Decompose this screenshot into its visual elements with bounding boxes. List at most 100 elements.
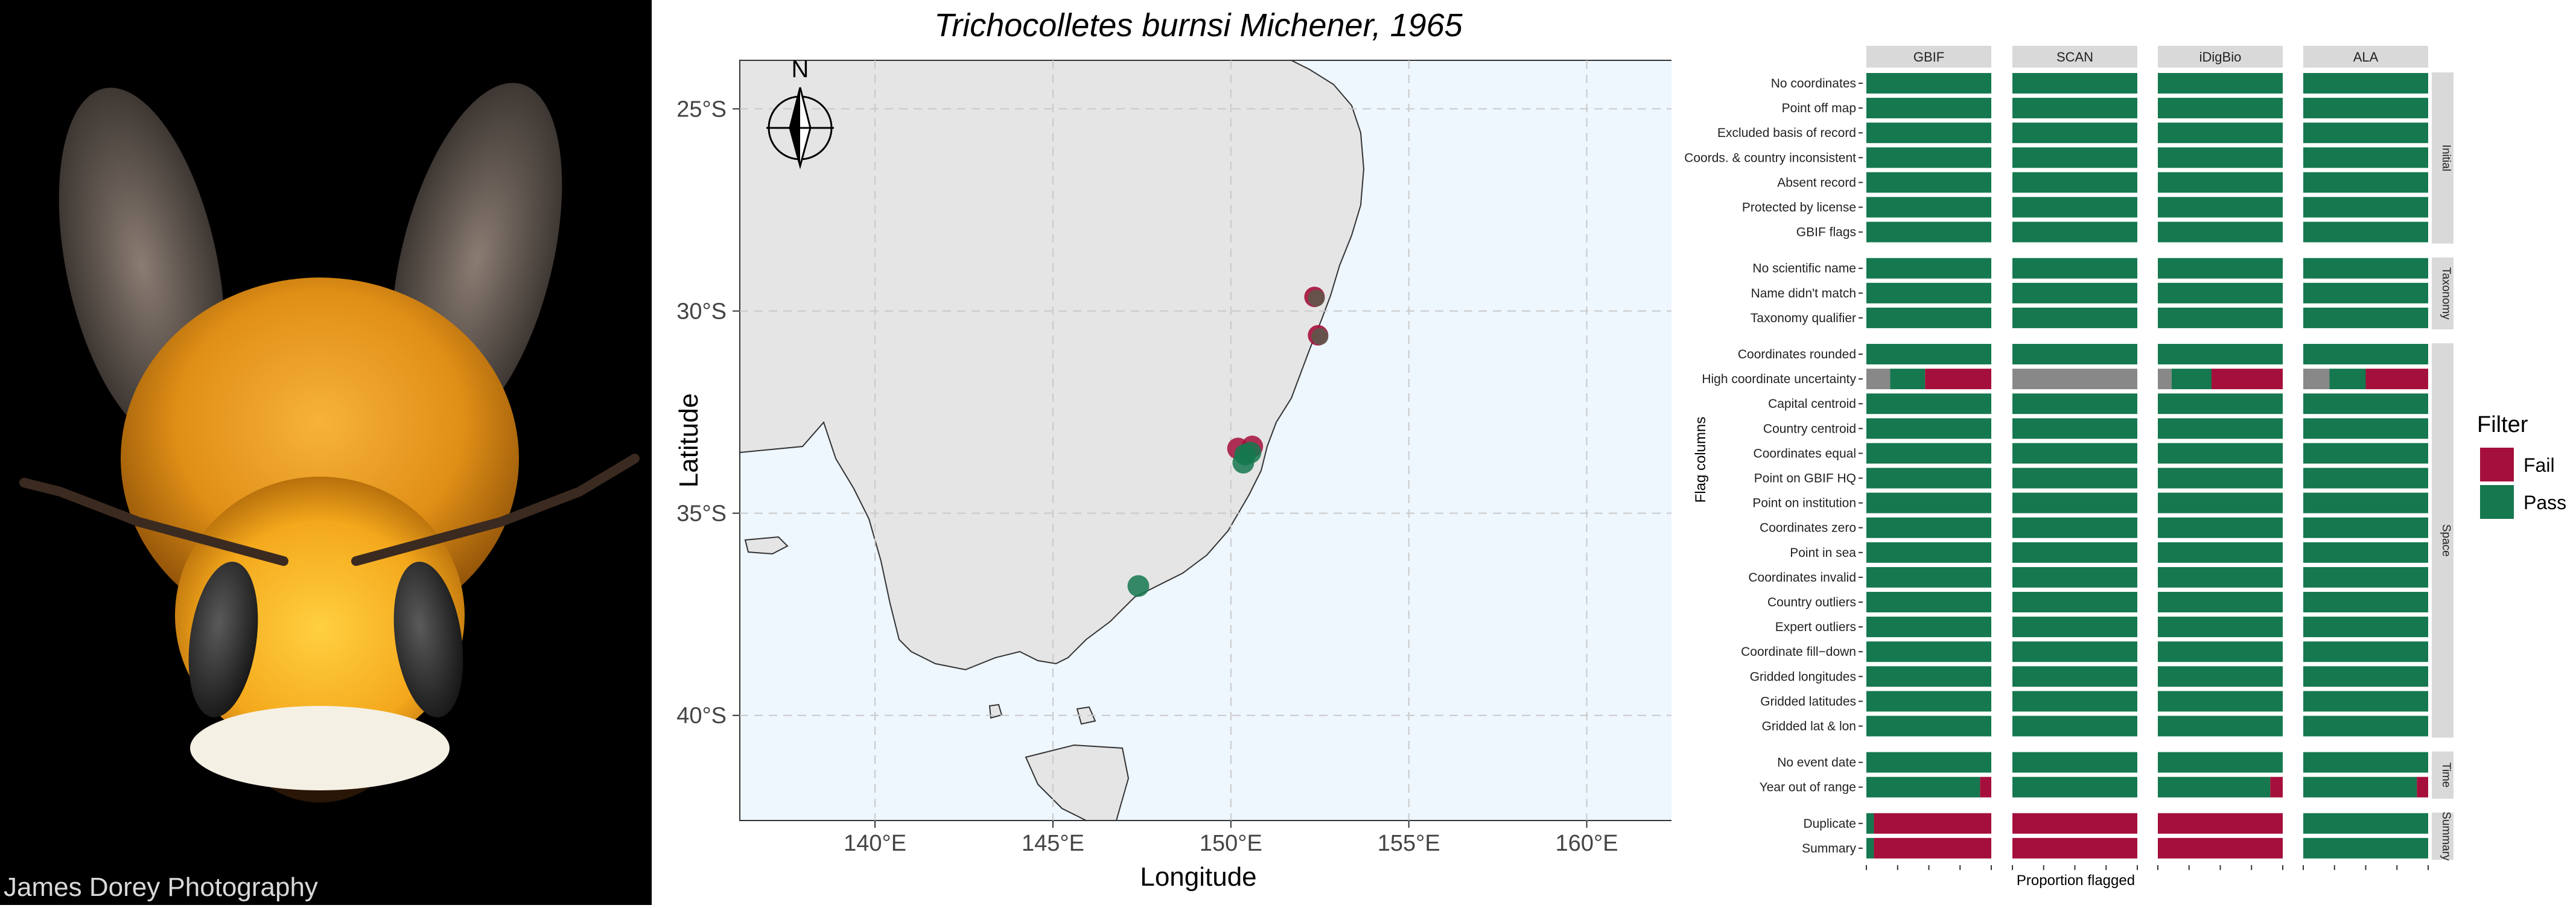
- flag-bar-pass: [2329, 369, 2366, 390]
- facet-label: ALA: [2353, 49, 2379, 65]
- flag-bar-pass: [1866, 393, 1991, 414]
- flag-row-label: Year out of range: [1760, 781, 1856, 795]
- flag-row-label: Expert outliers: [1775, 620, 1856, 634]
- flag-bar-pass: [2012, 393, 2137, 414]
- photo-credit: James Dorey Photography: [4, 872, 318, 902]
- flag-bar-pass: [1866, 443, 1991, 464]
- flag-bar-pass: [2158, 98, 2283, 119]
- flag-bar-pass: [2012, 716, 2137, 737]
- flag-bar-pass: [1866, 468, 1991, 489]
- occurrence-map: Trichocolletes burnsi Michener, 1965 140…: [674, 7, 1712, 892]
- map-x-tick-label: 160°E: [1556, 831, 1618, 856]
- flag-bar-pass: [1866, 197, 1991, 218]
- flag-bar-pass: [2303, 517, 2428, 538]
- flag-row-label: Coords. & country inconsistent: [1684, 151, 1856, 165]
- flag-bar-pass: [2303, 221, 2428, 243]
- flag-bar-pass: [1866, 617, 1991, 638]
- map-y-tick-label: 30°S: [676, 299, 727, 325]
- flag-bar-pass: [1866, 567, 1991, 588]
- flag-bar-pass: [2158, 641, 2283, 662]
- flag-row-label: No scientific name: [1752, 262, 1856, 276]
- flag-bar-pass: [1866, 641, 1991, 662]
- flag-bar-pass: [1866, 98, 1991, 119]
- tasmania: [1025, 744, 1130, 821]
- flag-bar-pass: [1866, 418, 1991, 439]
- flag-bar-fail: [1925, 369, 1991, 390]
- legend-label: Fail: [2524, 454, 2555, 476]
- flag-bar-fail: [2012, 813, 2137, 834]
- flag-row-label: High coordinate uncertainty: [1702, 372, 1856, 386]
- flag-bar-pass: [2158, 567, 2283, 588]
- flag-bar-pass: [1866, 542, 1991, 563]
- australia-mainland: [740, 60, 1365, 671]
- flag-bar-pass: [2158, 666, 2283, 687]
- flag-bar-pass: [2303, 752, 2428, 773]
- flag-bar-pass: [1866, 691, 1991, 712]
- map-x-tick-label: 140°E: [844, 831, 906, 856]
- flag-bar-pass: [1866, 307, 1991, 328]
- flag-bar-pass: [2303, 197, 2428, 218]
- flag-bar-pass: [2303, 567, 2428, 588]
- flag-bar-na: [2303, 369, 2330, 390]
- map-x-axis-label: Longitude: [1140, 862, 1256, 892]
- flag-row-label: Name didn't match: [1751, 287, 1856, 300]
- flag-bar-pass: [2303, 666, 2428, 687]
- flag-bar-pass: [2158, 418, 2283, 439]
- flag-bar-pass: [2012, 197, 2137, 218]
- flag-row-label: Coordinates rounded: [1738, 348, 1856, 361]
- flag-bar-pass: [2303, 468, 2428, 489]
- flag-bar-fail: [1980, 776, 1991, 798]
- flag-bar-pass: [2012, 776, 2137, 798]
- flag-bar-pass: [1866, 492, 1991, 513]
- map-y-axis-label: Latitude: [674, 393, 704, 488]
- flag-bar-pass: [2012, 258, 2137, 279]
- group-label: Summary: [2440, 811, 2452, 861]
- flag-bar-pass: [2012, 344, 2137, 364]
- flag-bar-pass: [2012, 666, 2137, 687]
- bee-face: [175, 477, 465, 754]
- right-eye: [393, 562, 463, 717]
- flag-bar-pass: [1866, 73, 1991, 94]
- bee-photo: [19, 83, 640, 802]
- flag-bar-pass: [1866, 172, 1991, 193]
- flag-chart: GBIF SCAN iDigBio ALA Initial Taxonomy Space Ti…: [1684, 46, 2566, 889]
- flag-row-label: Absent record: [1777, 176, 1856, 189]
- flag-bar-pass: [2303, 813, 2428, 834]
- flag-row-label: No event date: [1777, 756, 1856, 770]
- flag-bar-pass: [2303, 776, 2417, 798]
- flag-bar-fail: [2158, 813, 2283, 834]
- flag-bar-pass: [2158, 197, 2283, 218]
- flag-bar-pass: [1866, 716, 1991, 737]
- flag-bar-pass: [2303, 716, 2428, 737]
- flag-legend: Filter Fail Pass: [2477, 412, 2566, 519]
- map-point-pass: [1308, 290, 1325, 307]
- flag-row-label: Coordinate fill−down: [1741, 645, 1856, 659]
- map-point-pass: [1239, 442, 1262, 464]
- group-strip: [2432, 72, 2454, 244]
- map-point-pass: [1311, 328, 1329, 345]
- flag-row-label: Gridded lat & lon: [1762, 720, 1856, 734]
- flag-bar-fail: [2012, 837, 2137, 859]
- facet-label: GBIF: [1913, 49, 1944, 65]
- flag-bar-na: [2012, 369, 2137, 390]
- flag-bar-pass: [2012, 752, 2137, 773]
- group-strip: [2432, 751, 2454, 799]
- map-axes: 140°E 145°E 150°E 155°E 160°E 25°S 30°S 35°S 40°…: [676, 97, 1618, 856]
- flag-bar-pass: [1866, 666, 1991, 687]
- flag-bar-pass: [1866, 147, 1991, 168]
- flag-bar-pass: [2158, 393, 2283, 414]
- flag-bar-pass: [2303, 122, 2428, 144]
- flag-bar-fail: [2212, 369, 2283, 390]
- flag-bar-pass: [2158, 122, 2283, 144]
- flag-bar-pass: [2012, 592, 2137, 612]
- flag-bar-pass: [2012, 221, 2137, 243]
- map-title: Trichocolletes burnsi Michener, 1965: [934, 7, 1463, 43]
- bee-white-hair: [190, 706, 450, 790]
- bee-photo-panel: James Dorey Photography: [0, 0, 652, 905]
- flinders-island: [1076, 706, 1096, 725]
- facet-strip: [2303, 46, 2428, 68]
- facet-strip: [1866, 46, 1991, 68]
- flag-bar-pass: [1866, 837, 1874, 859]
- flag-bar-pass: [2158, 617, 2283, 638]
- flag-bar-pass: [2158, 776, 2271, 798]
